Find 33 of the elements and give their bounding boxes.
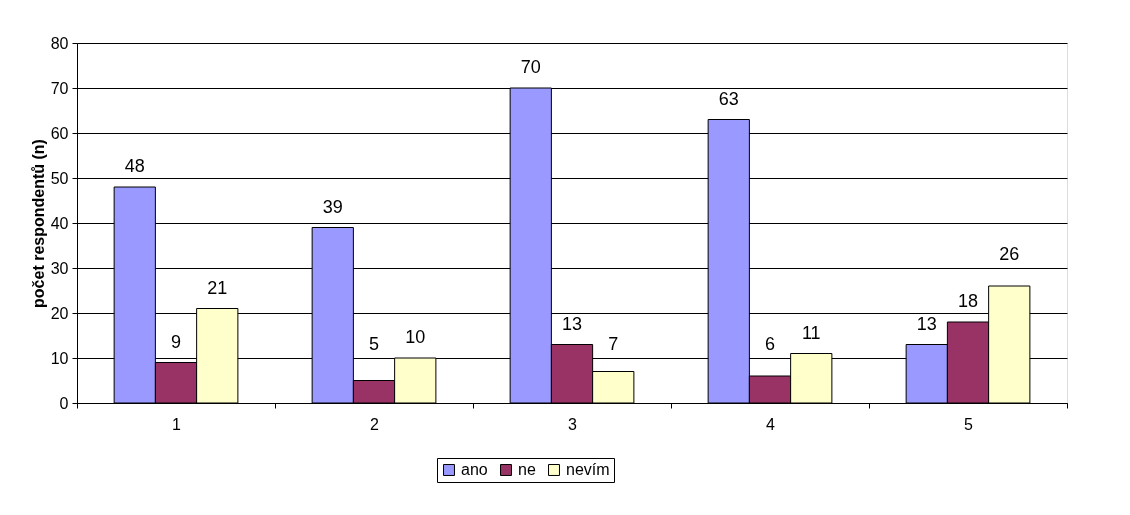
data-label: 9	[170, 331, 182, 352]
data-label: 70	[520, 57, 541, 77]
data-label: 48	[124, 156, 145, 176]
x-tick-label: 3	[568, 415, 578, 433]
y-tick-label: 80	[50, 34, 69, 52]
legend-label: nevím	[566, 461, 610, 478]
y-tick-label: 50	[50, 169, 69, 187]
data-label: 13	[561, 313, 583, 334]
data-label: 63	[718, 88, 739, 109]
legend-label: ne	[518, 461, 536, 478]
data-label: 11	[801, 322, 821, 343]
data-label: 26	[999, 244, 1020, 264]
legend-label: ano	[461, 461, 488, 478]
data-label: 6	[764, 334, 776, 354]
x-tick-label: 1	[172, 415, 182, 433]
y-tick-label: 30	[50, 259, 69, 277]
data-label: 5	[368, 334, 380, 354]
x-tick-label: 2	[370, 415, 380, 433]
y-tick-label: 0	[59, 394, 69, 412]
x-tick-label: 5	[964, 415, 974, 433]
data-label: 10	[405, 327, 426, 347]
y-tick-label: 20	[50, 304, 69, 322]
y-tick-label: 60	[50, 124, 69, 142]
data-label: 7	[608, 334, 619, 354]
y-tick-label: 40	[50, 214, 69, 232]
x-tick-label: 4	[766, 415, 776, 433]
y-axis-title: počet respondentů (n)	[29, 139, 47, 308]
data-label: 21	[207, 277, 228, 298]
y-tick-label: 10	[50, 349, 69, 367]
data-label: 18	[957, 291, 979, 311]
y-tick-label: 70	[50, 79, 69, 97]
data-label: 39	[322, 196, 343, 217]
data-label: 13	[916, 313, 937, 334]
